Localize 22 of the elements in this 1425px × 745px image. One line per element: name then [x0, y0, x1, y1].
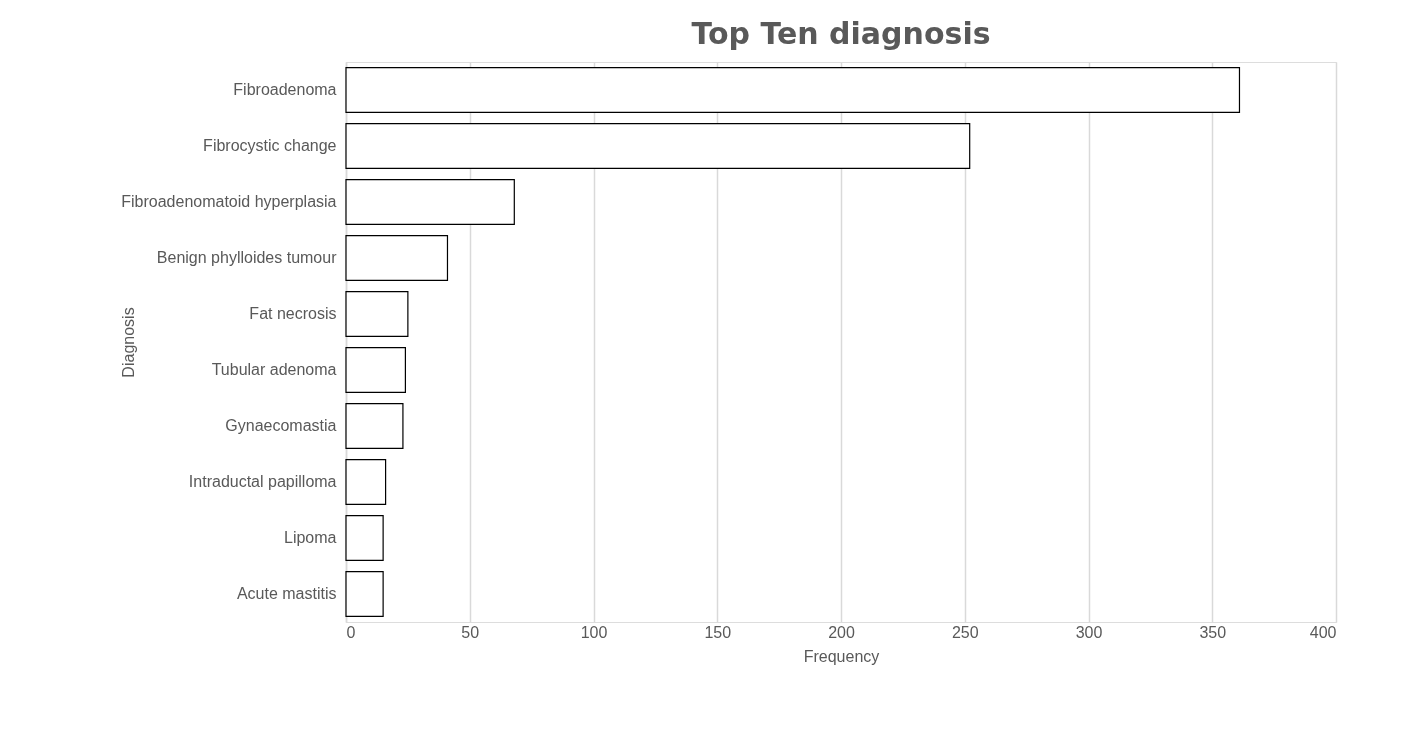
y-tick-label: Fibrocystic change	[203, 137, 337, 154]
y-tick-label: Fat necrosis	[249, 305, 337, 322]
x-tick-label: 200	[828, 623, 855, 641]
x-tick-label: 300	[1075, 623, 1103, 641]
y-tick-label: Fibroadenomatoid hyperplasia	[121, 193, 337, 210]
x-tick-label: 250	[951, 623, 979, 641]
x-tick-label: 150	[704, 623, 732, 641]
y-tick-label: Acute mastitis	[236, 585, 337, 602]
x-tick-label: 0	[346, 623, 356, 641]
x-tick-label: 400	[1309, 623, 1337, 641]
x-tick-label: 100	[580, 623, 608, 641]
y-tick-label: Lipoma	[284, 529, 337, 546]
y-tick-label: Tubular adenoma	[211, 361, 337, 378]
y-tick-label: Benign phylloides tumour	[156, 249, 338, 266]
chart-title: Top Ten diagnosis	[691, 16, 991, 51]
x-tick-label: 350	[1199, 623, 1227, 641]
x-axis-title: Frequency	[803, 647, 880, 665]
y-tick-label: Fibroadenoma	[233, 81, 337, 98]
y-tick-label: Gynaecomastia	[225, 417, 337, 434]
x-tick-label: 50	[461, 623, 480, 641]
y-tick-label: Intraductal papilloma	[188, 473, 337, 490]
y-axis-title: Diagnosis	[119, 307, 137, 378]
